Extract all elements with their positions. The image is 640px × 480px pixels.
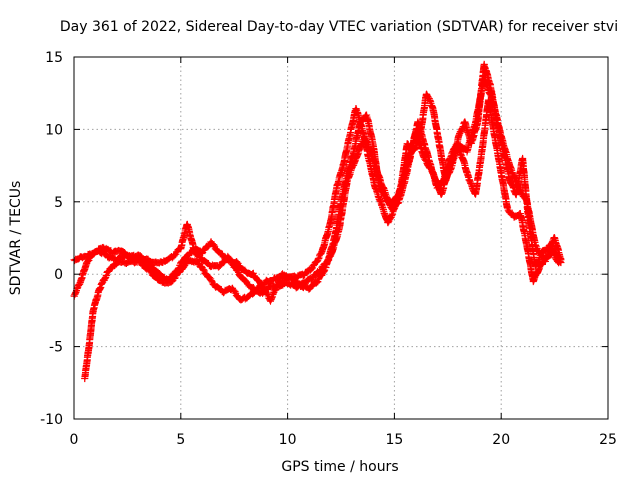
x-tick-label: 25 <box>599 432 617 448</box>
data-point <box>544 251 552 259</box>
chart-title: Day 361 of 2022, Sidereal Day-to-day VTE… <box>60 19 618 35</box>
data-points <box>70 60 565 383</box>
x-axis-label: GPS time / hours <box>281 459 398 475</box>
data-point <box>84 257 92 265</box>
data-point <box>313 279 321 287</box>
plot-frame <box>73 56 609 420</box>
data-point <box>316 266 324 274</box>
data-point <box>300 272 308 280</box>
y-tick-label: 0 <box>54 267 63 283</box>
data-point <box>206 274 214 282</box>
data-point <box>315 267 323 275</box>
data-point <box>394 200 402 208</box>
data-point <box>200 266 208 274</box>
data-point <box>308 275 316 283</box>
y-tick-label: -5 <box>49 340 63 356</box>
data-point <box>210 241 218 249</box>
data-point <box>234 267 242 275</box>
data-point <box>557 259 565 267</box>
x-tick-label: 5 <box>176 432 185 448</box>
x-tick-label: 15 <box>385 432 403 448</box>
y-tick-label: -10 <box>40 412 63 428</box>
data-point <box>312 279 320 287</box>
data-point <box>167 274 175 282</box>
series-track-3 <box>70 76 565 298</box>
x-tick-label: 0 <box>70 432 79 448</box>
y-tick-label: 5 <box>54 195 63 211</box>
data-point <box>195 252 203 260</box>
y-tick-labels: -10 -5 0 5 10 15 <box>40 50 63 428</box>
data-point <box>207 277 215 285</box>
data-point <box>231 288 239 296</box>
x-tick-labels: 0 5 10 15 20 25 <box>70 432 617 448</box>
axis-ticks <box>73 56 609 420</box>
data-point <box>388 206 396 214</box>
y-tick-label: 15 <box>45 50 63 66</box>
y-axis-label: SDTVAR / TECUs <box>8 181 24 296</box>
x-tick-label: 10 <box>279 432 297 448</box>
series-track-2 <box>81 96 563 383</box>
x-tick-label: 20 <box>492 432 510 448</box>
y-tick-label: 10 <box>45 122 63 138</box>
data-point <box>180 263 188 271</box>
data-point <box>147 261 155 269</box>
data-point <box>543 253 551 261</box>
